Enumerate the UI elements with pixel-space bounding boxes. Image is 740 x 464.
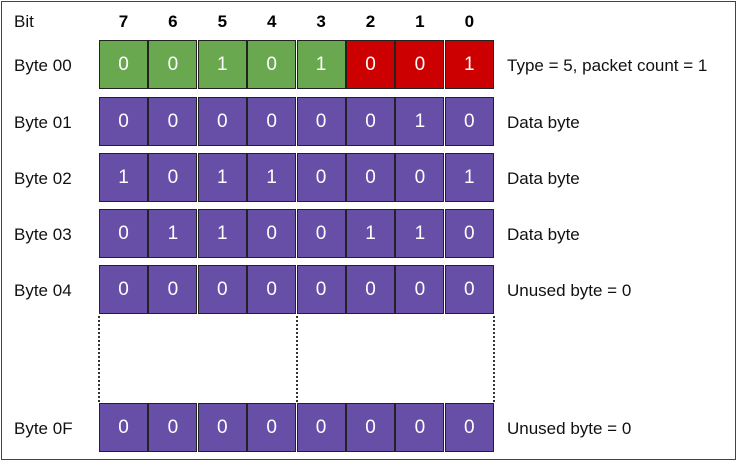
bit-number-2: 2 <box>365 12 376 31</box>
bit-cell: 0 <box>99 403 148 452</box>
bit-cell: 1 <box>395 97 445 146</box>
bit-cell: 0 <box>296 403 346 452</box>
bit-cell: 0 <box>395 403 445 452</box>
bit-cell: 0 <box>395 265 445 314</box>
ellipsis-dots-middle <box>296 316 298 402</box>
bit-cell: 1 <box>197 40 247 89</box>
bit-cell: 0 <box>296 209 346 258</box>
bit-cell: 0 <box>346 40 395 89</box>
bit-cell: 1 <box>197 153 247 202</box>
bit-cell: 0 <box>296 97 346 146</box>
bit-cell: 0 <box>395 153 445 202</box>
byte-description: Unused byte = 0 <box>507 281 632 300</box>
bit-cell: 0 <box>99 40 148 89</box>
bit-cell: 0 <box>444 97 494 146</box>
bit-cell: 0 <box>346 97 395 146</box>
byte-description: Type = 5, packet count = 1 <box>507 56 708 75</box>
bit-number-0: 0 <box>464 12 475 31</box>
bit-cell: 0 <box>247 97 297 146</box>
byte-description: Data byte <box>507 113 580 132</box>
bit-cell: 1 <box>148 209 198 258</box>
bit-number-4: 4 <box>266 12 277 31</box>
bit-cell: 0 <box>197 265 247 314</box>
bit-cell: 1 <box>444 153 494 202</box>
bit-header-label: Bit <box>14 12 34 31</box>
bit-cell: 0 <box>395 40 445 89</box>
bit-cell: 0 <box>296 153 346 202</box>
bit-cell: 0 <box>296 265 346 314</box>
byte-description: Data byte <box>507 225 580 244</box>
bit-cell: 0 <box>99 265 148 314</box>
bit-cell: 0 <box>148 40 198 89</box>
bit-cell: 0 <box>346 153 395 202</box>
bit-number-5: 5 <box>217 12 228 31</box>
bit-cell: 0 <box>444 265 494 314</box>
bit-number-6: 6 <box>168 12 178 31</box>
bit-cell: 0 <box>247 265 297 314</box>
ellipsis-dots-left <box>98 316 100 402</box>
bit-cell: 0 <box>197 97 247 146</box>
bit-cell: 0 <box>99 97 148 146</box>
bit-cell: 1 <box>296 40 346 89</box>
bit-cell: 1 <box>346 209 395 258</box>
bit-cell: 1 <box>197 209 247 258</box>
bit-number-1: 1 <box>415 12 425 31</box>
byte-label: Byte 03 <box>14 225 72 244</box>
ellipsis-dots-right <box>493 316 495 402</box>
bit-cell: 0 <box>444 209 494 258</box>
byte-description: Unused byte = 0 <box>507 419 632 438</box>
bit-cell: 0 <box>247 403 297 452</box>
bit-cell: 1 <box>99 153 148 202</box>
bit-cell: 1 <box>395 209 445 258</box>
bit-cell: 0 <box>148 97 198 146</box>
bit-cell: 0 <box>197 403 247 452</box>
bit-cell: 0 <box>247 209 297 258</box>
bit-cell: 1 <box>444 40 494 89</box>
bit-cell: 0 <box>148 265 198 314</box>
bit-cell: 0 <box>148 403 198 452</box>
byte-label: Byte 01 <box>14 113 72 132</box>
bit-cell: 0 <box>444 403 494 452</box>
bit-cell: 0 <box>346 403 395 452</box>
bit-cell: 1 <box>247 153 297 202</box>
bit-cell: 0 <box>346 265 395 314</box>
bit-cell: 0 <box>247 40 297 89</box>
byte-label: Byte 0F <box>14 419 73 438</box>
bit-cell: 0 <box>99 209 148 258</box>
byte-label: Byte 00 <box>14 56 72 75</box>
byte-label: Byte 04 <box>14 281 72 300</box>
byte-description: Data byte <box>507 169 580 188</box>
byte-label: Byte 02 <box>14 169 72 188</box>
bit-cell: 0 <box>148 153 198 202</box>
bit-number-7: 7 <box>118 12 129 31</box>
bit-number-3: 3 <box>316 12 326 31</box>
